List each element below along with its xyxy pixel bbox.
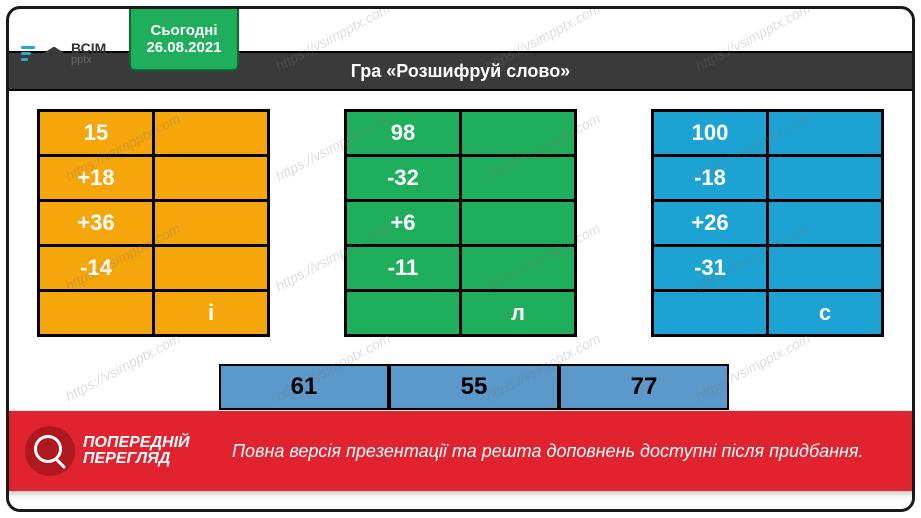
- watermark: https://vsimpptx.com: [63, 330, 183, 404]
- cell: [346, 291, 461, 336]
- cell: [154, 111, 269, 156]
- cell: -14: [39, 246, 154, 291]
- cell: 98: [346, 111, 461, 156]
- preview-banner: ПОПЕРЕДНІЙ ПЕРЕГЛЯД Повна версія презент…: [6, 411, 915, 491]
- logo-sub: pptx: [71, 55, 106, 66]
- cell: [154, 156, 269, 201]
- tables-row: 15 +18 +36 -14 і 98 -32 +6 -11 л 100 -18…: [37, 109, 884, 337]
- cell: -32: [346, 156, 461, 201]
- cell: +18: [39, 156, 154, 201]
- date-label: Сьогодні: [151, 22, 218, 39]
- logo-text: ВСІМ pptx: [71, 41, 106, 66]
- table-green: 98 -32 +6 -11 л: [344, 109, 577, 337]
- cell: с: [768, 291, 883, 336]
- cell: [461, 156, 576, 201]
- cell: л: [461, 291, 576, 336]
- cell: [461, 111, 576, 156]
- answer-cell: 77: [559, 364, 729, 410]
- date-value: 26.08.2021: [146, 39, 221, 56]
- answer-row: 61 55 77: [219, 364, 729, 410]
- table-orange: 15 +18 +36 -14 і: [37, 109, 270, 337]
- cell: [154, 246, 269, 291]
- cell: [461, 246, 576, 291]
- cell: [768, 156, 883, 201]
- cell: 15: [39, 111, 154, 156]
- logo: ВСІМ pptx: [21, 41, 106, 66]
- header-title: Гра «Розшифруй слово»: [351, 61, 571, 82]
- cell: -11: [346, 246, 461, 291]
- cell: [461, 201, 576, 246]
- cell: [768, 246, 883, 291]
- preview-text: Повна версія презентації та решта доповн…: [190, 441, 915, 462]
- preview-badge: ПОПЕРЕДНІЙ ПЕРЕГЛЯД: [25, 426, 190, 476]
- cell: і: [154, 291, 269, 336]
- cell: +6: [346, 201, 461, 246]
- answer-cell: 61: [219, 364, 389, 410]
- logo-cap-icon: [43, 47, 65, 61]
- answer-cell: 55: [389, 364, 559, 410]
- logo-main: ВСІМ: [71, 41, 106, 55]
- table-blue: 100 -18 +26 -31 с: [651, 109, 884, 337]
- cell: +26: [653, 201, 768, 246]
- date-tab: Сьогодні 26.08.2021: [129, 7, 239, 71]
- preview-label: ПОПЕРЕДНІЙ ПЕРЕГЛЯД: [83, 435, 190, 467]
- cell: [154, 201, 269, 246]
- cell: [39, 291, 154, 336]
- preview-label-1: ПОПЕРЕДНІЙ: [83, 435, 190, 451]
- logo-stripes-icon: [21, 46, 37, 62]
- cell: -31: [653, 246, 768, 291]
- magnifier-icon: [25, 426, 75, 476]
- slide-frame: https://vsimpptx.com https://vsimpptx.co…: [6, 6, 915, 512]
- cell: +36: [39, 201, 154, 246]
- cell: [768, 111, 883, 156]
- cell: [653, 291, 768, 336]
- cell: -18: [653, 156, 768, 201]
- cell: [768, 201, 883, 246]
- preview-label-2: ПЕРЕГЛЯД: [83, 451, 190, 467]
- cell: 100: [653, 111, 768, 156]
